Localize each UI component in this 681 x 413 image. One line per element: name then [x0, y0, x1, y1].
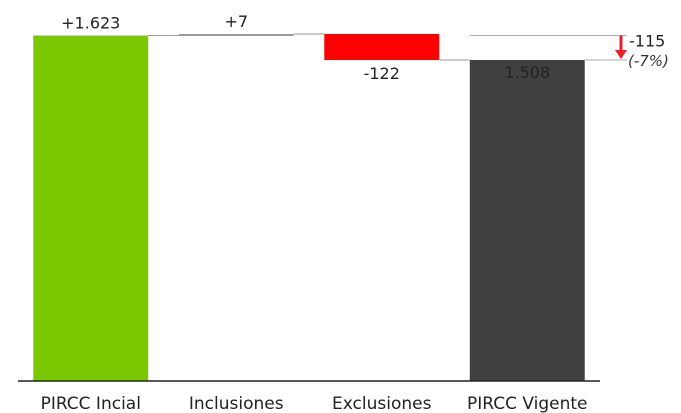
x-axis-tick-labels: PIRCC Incial Inclusiones Exclusiones PIRCC … [41, 394, 588, 413]
value-label: +1.623 [61, 13, 120, 32]
connectors-group [148, 33, 470, 61]
x-tick-label: PIRCC Incial [41, 394, 141, 413]
x-tick-label: Inclusiones [189, 394, 284, 413]
x-tick-label: PIRCC Vigente [467, 394, 588, 413]
value-labels-group: +1.623 +7 -122 1.508 [61, 12, 550, 83]
bars-group [33, 34, 585, 382]
difference-value-label: -115 [629, 31, 665, 50]
bar-inclusiones [178, 34, 294, 36]
difference-percent-label: (-7%) [628, 52, 669, 70]
bar-exclusiones [324, 34, 440, 60]
value-label: 1.508 [504, 63, 550, 82]
bar-pircc-vigente [469, 59, 585, 382]
value-label: +7 [224, 12, 248, 31]
x-tick-label: Exclusiones [332, 394, 432, 413]
value-label: -122 [364, 64, 400, 83]
difference-indicator: -115 (-7%) [469, 31, 669, 70]
difference-arrow-head-icon [615, 49, 627, 59]
bar-pircc-incial [33, 35, 149, 382]
